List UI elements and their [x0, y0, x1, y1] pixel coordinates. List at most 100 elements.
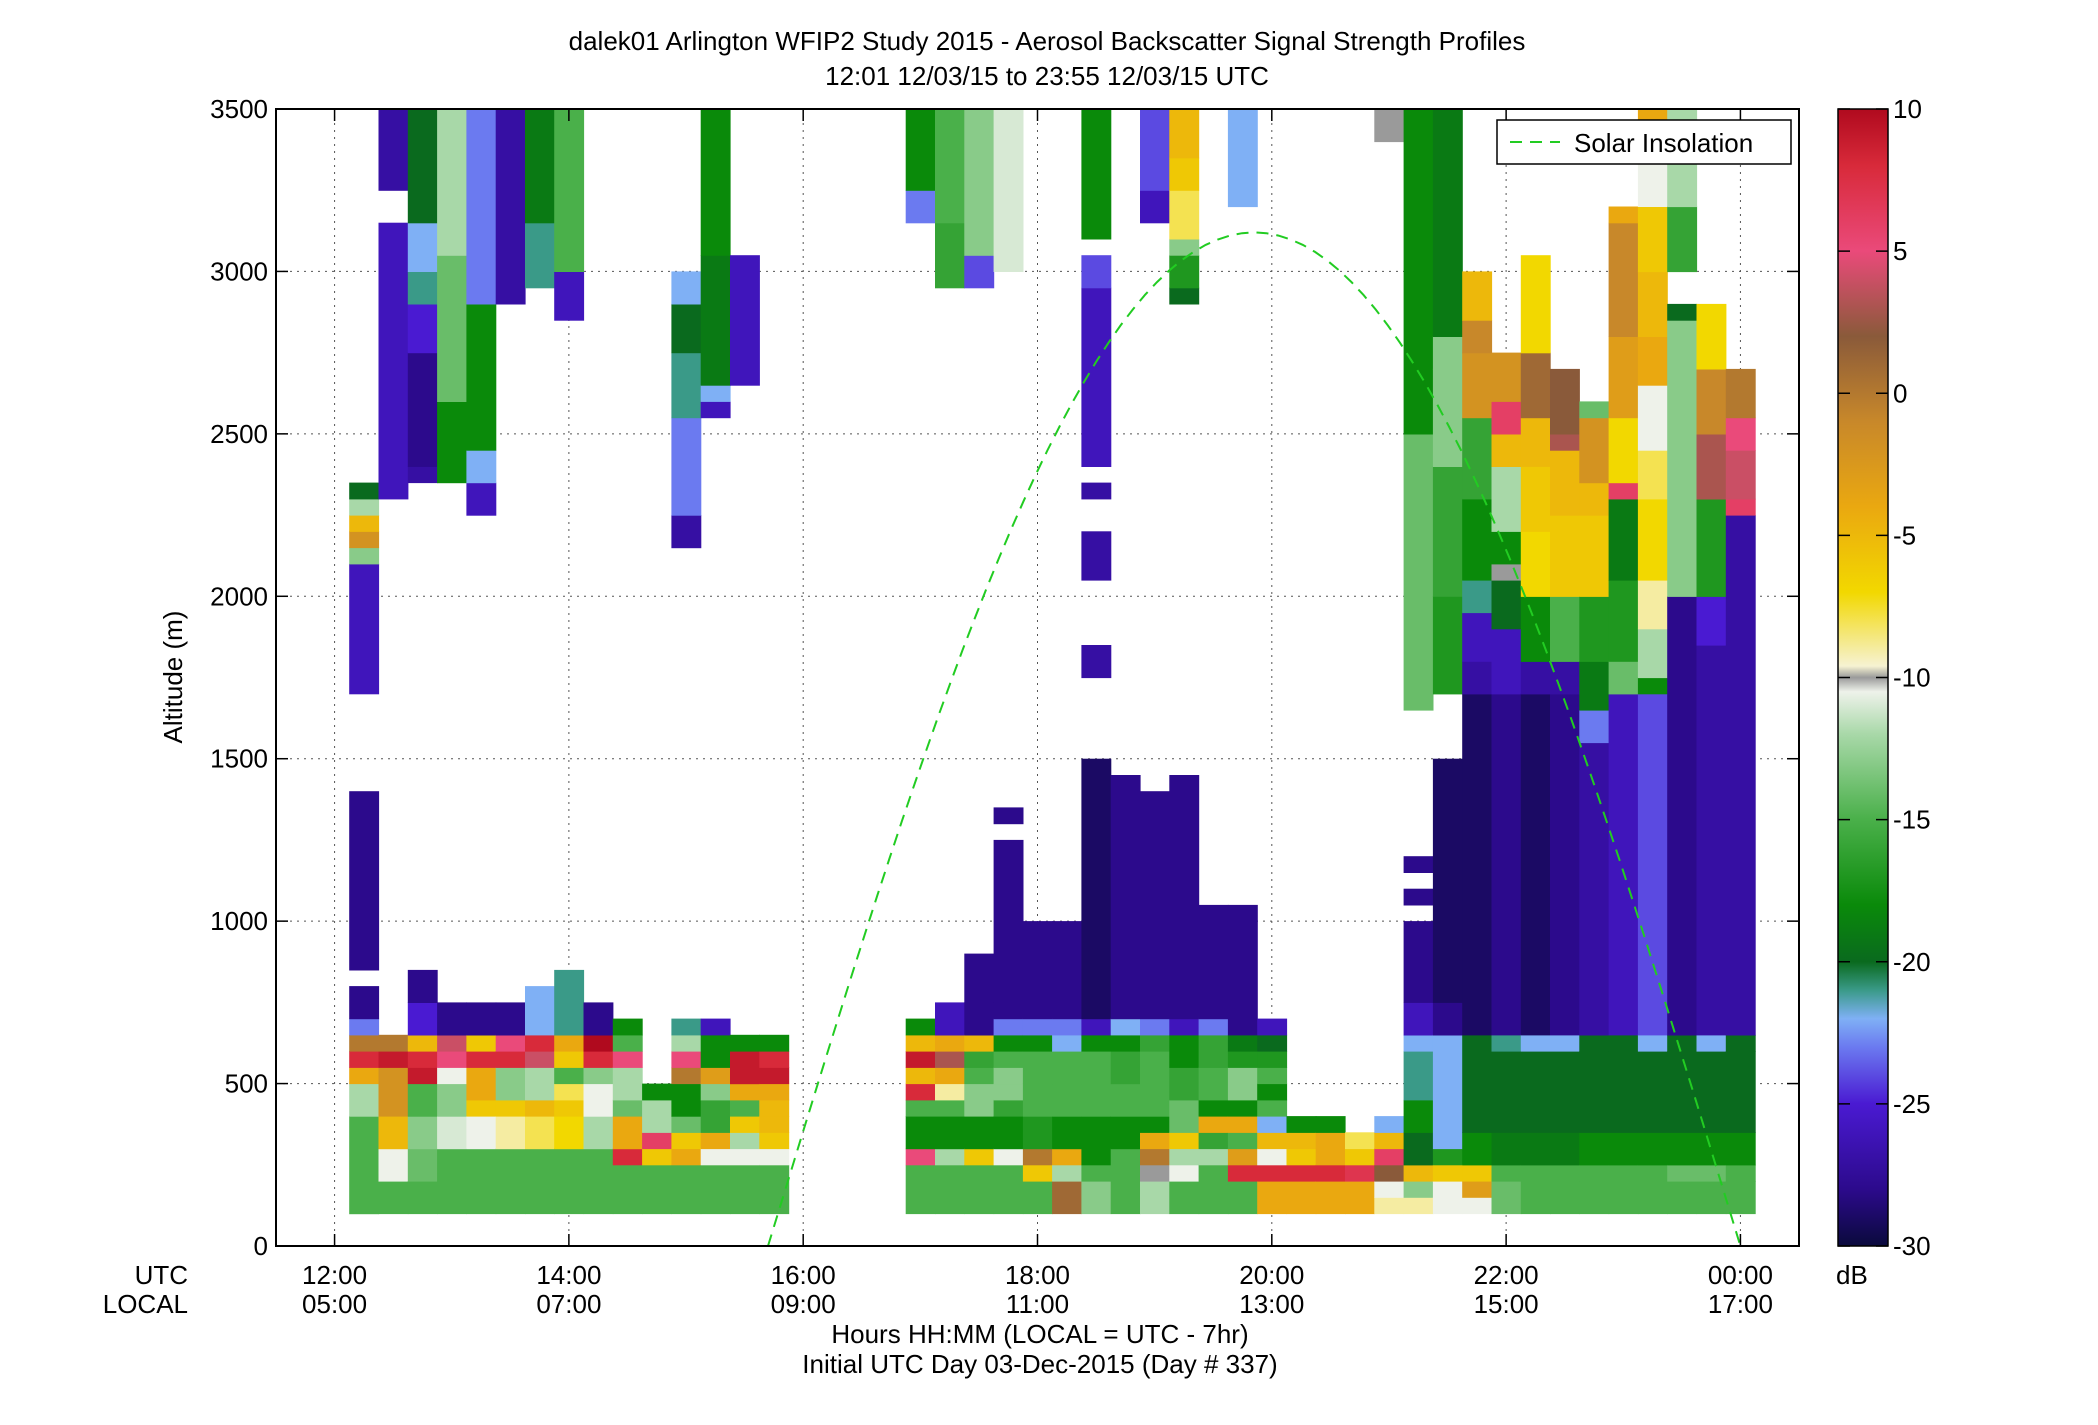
- backscatter-cell: [730, 1116, 760, 1133]
- backscatter-cell: [1286, 1148, 1317, 1166]
- backscatter-cell: [1637, 1034, 1668, 1052]
- backscatter-cell: [378, 1067, 409, 1117]
- backscatter-cell: [495, 1067, 526, 1101]
- backscatter-cell: [905, 1018, 936, 1036]
- x-tick-label-utc: 12:00: [302, 1260, 367, 1290]
- backscatter-cell: [1579, 1164, 1610, 1182]
- backscatter-cell: [1462, 661, 1493, 695]
- backscatter-cell: [1257, 1067, 1288, 1085]
- backscatter-cell: [700, 401, 731, 419]
- backscatter-cell: [1081, 645, 1112, 679]
- backscatter-cell: [1608, 498, 1639, 581]
- backscatter-cell: [1052, 921, 1082, 1020]
- backscatter-cell: [1520, 255, 1551, 354]
- backscatter-cell: [1637, 1051, 1668, 1133]
- backscatter-cell: [1637, 1164, 1668, 1182]
- backscatter-cell: [1696, 1034, 1727, 1052]
- backscatter-cell: [1315, 1181, 1346, 1215]
- backscatter-cell: [1169, 775, 1200, 1020]
- backscatter-cell: [730, 1034, 760, 1052]
- backscatter-cell: [1608, 693, 1639, 1036]
- backscatter-cell: [407, 1051, 438, 1068]
- backscatter-cell: [1491, 1132, 1522, 1166]
- backscatter-cell: [1520, 417, 1551, 467]
- backscatter-cell: [1667, 303, 1698, 321]
- backscatter-cell: [1667, 1132, 1698, 1166]
- backscatter-cell: [1579, 417, 1610, 484]
- backscatter-cell: [1491, 466, 1522, 532]
- backscatter-cell: [1374, 1181, 1405, 1198]
- backscatter-cell: [1257, 1132, 1288, 1150]
- backscatter-cell: [1491, 401, 1522, 435]
- backscatter-cell: [1462, 417, 1493, 500]
- backscatter-cell: [759, 1051, 790, 1068]
- backscatter-cell: [495, 1034, 526, 1052]
- backscatter-cell: [1579, 742, 1610, 1036]
- backscatter-cell: [935, 1051, 965, 1068]
- backscatter-cell: [1579, 1034, 1610, 1052]
- backscatter-cell: [671, 1164, 702, 1215]
- backscatter-cell: [1696, 1051, 1727, 1133]
- backscatter-cell: [1257, 1034, 1288, 1052]
- backscatter-cell: [1491, 1034, 1522, 1052]
- backscatter-cell: [700, 1148, 731, 1166]
- backscatter-cell: [1462, 612, 1493, 662]
- backscatter-cell: [1520, 1164, 1551, 1182]
- backscatter-cell: [1227, 1164, 1258, 1182]
- backscatter-cell: [993, 1116, 1024, 1150]
- backscatter-cell: [525, 1116, 555, 1150]
- x-tick-label-local: 17:00: [1708, 1289, 1773, 1319]
- solar-insolation-curve: [767, 231, 1742, 1247]
- backscatter-cell: [1286, 1132, 1317, 1150]
- backscatter-cell: [1462, 1181, 1493, 1198]
- backscatter-cell: [1403, 1002, 1434, 1036]
- backscatter-cell: [1432, 1197, 1463, 1215]
- backscatter-cell: [1345, 1164, 1375, 1182]
- backscatter-cell: [495, 1116, 526, 1150]
- backscatter-cell: [993, 1083, 1024, 1101]
- backscatter-cell: [1579, 596, 1610, 662]
- backscatter-cell: [495, 1148, 526, 1215]
- backscatter-cell: [730, 1099, 760, 1117]
- backscatter-cell: [905, 1083, 936, 1101]
- backscatter-cell: [1140, 1051, 1170, 1085]
- x-tick-label-local: 09:00: [771, 1289, 836, 1319]
- backscatter-cell: [1257, 1116, 1288, 1133]
- x-tick-label-utc: 16:00: [771, 1260, 836, 1290]
- backscatter-cell: [1637, 1132, 1668, 1166]
- backscatter-cell: [407, 1067, 438, 1085]
- backscatter-cell: [1198, 1018, 1229, 1036]
- backscatter-cell: [1081, 1148, 1112, 1166]
- backscatter-cell: [935, 1164, 965, 1215]
- backscatter-cell: [759, 1148, 790, 1166]
- backscatter-cell: [993, 1148, 1024, 1166]
- backscatter-cell: [1637, 693, 1668, 1036]
- backscatter-cell: [1169, 1181, 1200, 1215]
- backscatter-cell: [466, 1116, 497, 1150]
- y-axis-label: Altitude (m): [158, 611, 188, 744]
- backscatter-cell: [1257, 1051, 1288, 1068]
- backscatter-cell: [671, 303, 702, 354]
- backscatter-cell: [495, 1099, 526, 1117]
- backscatter-cell: [1491, 1051, 1522, 1133]
- backscatter-cell: [1520, 466, 1551, 532]
- chart-title: dalek01 Arlington WFIP2 Study 2015 - Aer…: [569, 26, 1526, 56]
- backscatter-cell: [1286, 1164, 1317, 1182]
- backscatter-cell: [1374, 1197, 1405, 1215]
- backscatter-cell: [730, 255, 760, 386]
- backscatter-cell: [437, 1148, 467, 1215]
- backscatter-cell: [1081, 109, 1112, 240]
- backscatter-cell: [1403, 921, 1434, 1003]
- backscatter-cell: [1462, 580, 1493, 614]
- backscatter-cell: [1403, 1034, 1434, 1052]
- backscatter-cell: [1052, 1034, 1082, 1052]
- backscatter-cell: [1110, 1051, 1141, 1085]
- backscatter-cell: [935, 1099, 965, 1117]
- backscatter-cell: [1140, 1164, 1170, 1182]
- backscatter-cell: [1403, 1181, 1434, 1198]
- backscatter-cell: [1725, 515, 1756, 1036]
- backscatter-cell: [1550, 1164, 1580, 1182]
- backscatter-cell: [1667, 596, 1698, 1036]
- backscatter-cell: [1462, 1034, 1493, 1133]
